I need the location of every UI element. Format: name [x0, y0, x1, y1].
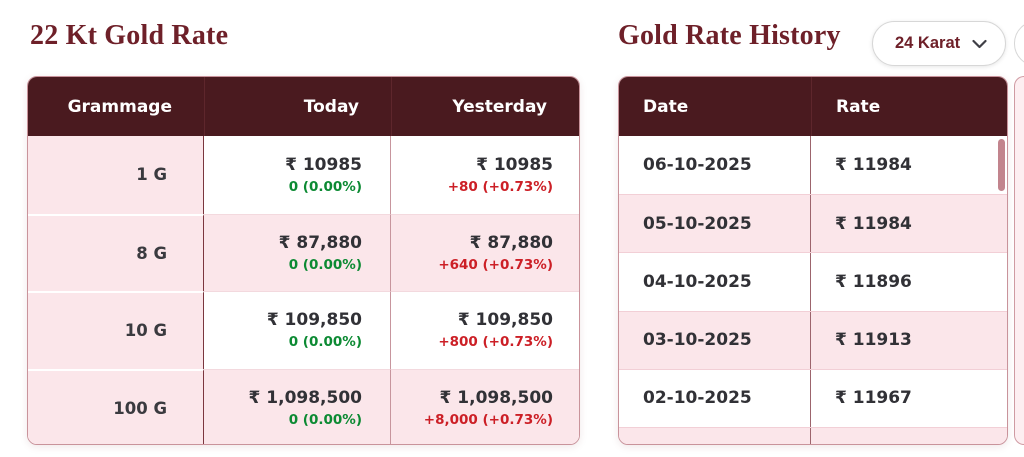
column-header-grammage: Grammage — [67, 96, 172, 117]
table-row: 10 G ₹ 109,850 0 (0.00%) ₹ 109,850 +800 … — [28, 291, 579, 369]
today-value: ₹ 109,850 — [266, 310, 362, 331]
rate-cell: ₹ 11896 — [835, 271, 912, 292]
date-cell: 04-10-2025 — [619, 253, 811, 311]
page-title-22kt: 22 Kt Gold Rate — [30, 20, 229, 51]
yesterday-value: ₹ 109,850 — [457, 310, 553, 331]
yesterday-cell: ₹ 10985 +80 (+0.73%) — [391, 136, 579, 214]
grammage-cell: 100 G — [28, 368, 204, 444]
rate-cell — [811, 428, 1007, 444]
today-change: 0 (0.00%) — [288, 256, 362, 273]
today-cell: ₹ 10985 0 (0.00%) — [204, 136, 391, 214]
yesterday-cell: ₹ 1,098,500 +8,000 (+0.73%) — [391, 368, 579, 444]
table-row: 05-10-2025 ₹ 11984 — [619, 194, 1007, 253]
table-row: 1 G ₹ 10985 0 (0.00%) ₹ 10985 +80 (+0.73… — [28, 136, 579, 214]
yesterday-cell: ₹ 87,880 +640 (+0.73%) — [391, 213, 579, 291]
grammage-cell: 8 G — [28, 213, 204, 291]
gold-history-table: Date Rate 06-10-2025 ₹ 11984 05-10-2025 … — [618, 76, 1008, 445]
gold-rate-table: Grammage Today Yesterday 1 G ₹ 10985 0 (… — [27, 76, 580, 445]
today-cell: ₹ 1,098,500 0 (0.00%) — [204, 368, 391, 444]
table-row-partial — [619, 426, 1007, 444]
yesterday-change: +800 (+0.73%) — [438, 334, 553, 351]
today-value: ₹ 10985 — [285, 154, 362, 175]
gold-rate-table-body: 1 G ₹ 10985 0 (0.00%) ₹ 10985 +80 (+0.73… — [28, 136, 579, 444]
today-change: 0 (0.00%) — [288, 411, 362, 428]
table-row: 8 G ₹ 87,880 0 (0.00%) ₹ 87,880 +640 (+0… — [28, 213, 579, 291]
date-cell: 02-10-2025 — [619, 369, 811, 427]
yesterday-value: ₹ 1,098,500 — [439, 387, 553, 408]
next-widget-edge — [1014, 76, 1024, 445]
today-value: ₹ 87,880 — [278, 232, 362, 253]
grammage-cell: 10 G — [28, 291, 204, 369]
yesterday-change: +80 (+0.73%) — [447, 178, 553, 195]
rate-cell: ₹ 11984 — [835, 213, 912, 234]
yesterday-cell: ₹ 109,850 +800 (+0.73%) — [391, 291, 579, 369]
today-cell: ₹ 109,850 0 (0.00%) — [204, 291, 391, 369]
table-row: 100 G ₹ 1,098,500 0 (0.00%) ₹ 1,098,500 … — [28, 368, 579, 444]
next-karat-selector-partial[interactable] — [1014, 21, 1024, 66]
column-header-rate: Rate — [811, 77, 1007, 136]
rate-cell: ₹ 11913 — [835, 330, 912, 351]
date-cell: 03-10-2025 — [619, 311, 811, 369]
table-row: 06-10-2025 ₹ 11984 — [619, 136, 1007, 195]
table-row: 02-10-2025 ₹ 11967 — [619, 368, 1007, 427]
yesterday-value: ₹ 10985 — [476, 154, 553, 175]
column-header-yesterday: Yesterday — [391, 77, 579, 136]
date-cell: 05-10-2025 — [619, 195, 811, 253]
yesterday-change: +8,000 (+0.73%) — [423, 411, 553, 428]
yesterday-value: ₹ 87,880 — [469, 232, 553, 253]
history-table-body[interactable]: 06-10-2025 ₹ 11984 05-10-2025 ₹ 11984 04… — [619, 136, 1007, 444]
gold-rate-table-header: Grammage Today Yesterday — [28, 77, 579, 136]
date-cell — [619, 427, 811, 444]
table-row: 03-10-2025 ₹ 11913 — [619, 310, 1007, 369]
date-cell: 06-10-2025 — [619, 136, 811, 195]
scrollbar[interactable] — [998, 139, 1005, 191]
today-change: 0 (0.00%) — [288, 178, 362, 195]
today-cell: ₹ 87,880 0 (0.00%) — [204, 213, 391, 291]
column-header-date: Date — [643, 96, 689, 117]
table-row: 04-10-2025 ₹ 11896 — [619, 252, 1007, 311]
today-change: 0 (0.00%) — [288, 334, 362, 351]
karat-selector-value: 24 Karat — [895, 34, 961, 52]
yesterday-change: +640 (+0.73%) — [438, 256, 553, 273]
chevron-down-icon — [972, 39, 987, 49]
page-title-history: Gold Rate History — [618, 20, 841, 51]
today-value: ₹ 1,098,500 — [248, 387, 362, 408]
grammage-cell: 1 G — [28, 136, 204, 214]
column-header-today: Today — [204, 77, 391, 136]
history-table-header: Date Rate — [619, 77, 1007, 136]
rate-cell: ₹ 11967 — [835, 388, 912, 409]
karat-selector-dropdown[interactable]: 24 Karat — [872, 21, 1007, 66]
rate-cell: ₹ 11984 — [835, 155, 912, 176]
